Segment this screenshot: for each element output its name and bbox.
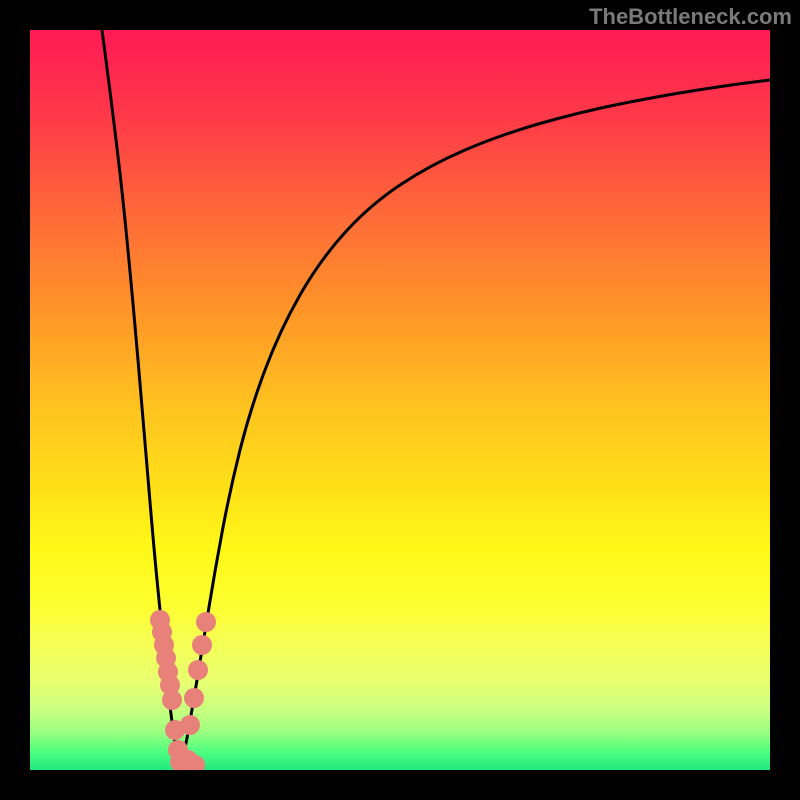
data-marker <box>162 690 182 710</box>
bottleneck-curve-chart <box>30 30 770 770</box>
chart-area <box>30 30 770 770</box>
data-marker <box>188 660 208 680</box>
data-marker <box>180 715 200 735</box>
data-marker <box>192 635 212 655</box>
data-marker <box>184 688 204 708</box>
data-marker <box>196 612 216 632</box>
watermark-text: TheBottleneck.com <box>589 4 792 30</box>
